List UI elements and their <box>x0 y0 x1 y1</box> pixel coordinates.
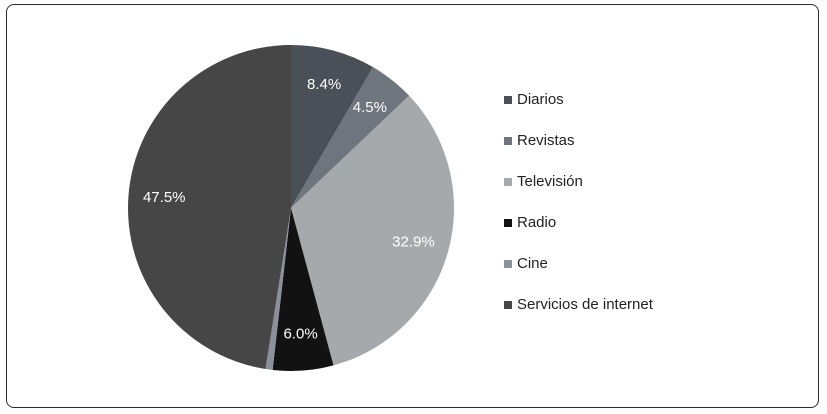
legend-label: Televisión <box>517 173 583 190</box>
legend-swatch <box>504 219 512 227</box>
chart-frame <box>6 4 819 408</box>
legend-label: Cine <box>517 255 548 272</box>
pie-slice <box>128 45 291 369</box>
legend-label: Revistas <box>517 132 575 149</box>
legend-swatch <box>504 178 512 186</box>
legend-label: Radio <box>517 214 556 231</box>
pie-slice <box>291 45 374 208</box>
data-label: 8.4% <box>307 76 341 93</box>
data-label: 47.5% <box>143 189 186 206</box>
legend-label: Diarios <box>517 91 564 108</box>
legend-swatch <box>504 301 512 309</box>
pie-slice <box>272 208 334 371</box>
pie-slice <box>291 67 410 208</box>
legend-swatch <box>504 260 512 268</box>
data-label: 6.0% <box>283 326 317 343</box>
data-label: 32.9% <box>392 233 435 250</box>
legend-swatch <box>504 96 512 104</box>
pie-slice <box>265 208 291 370</box>
data-label: 4.5% <box>353 99 387 116</box>
legend-swatch <box>504 137 512 145</box>
legend-label: Servicios de internet <box>517 296 654 313</box>
pie-slice <box>291 95 454 366</box>
